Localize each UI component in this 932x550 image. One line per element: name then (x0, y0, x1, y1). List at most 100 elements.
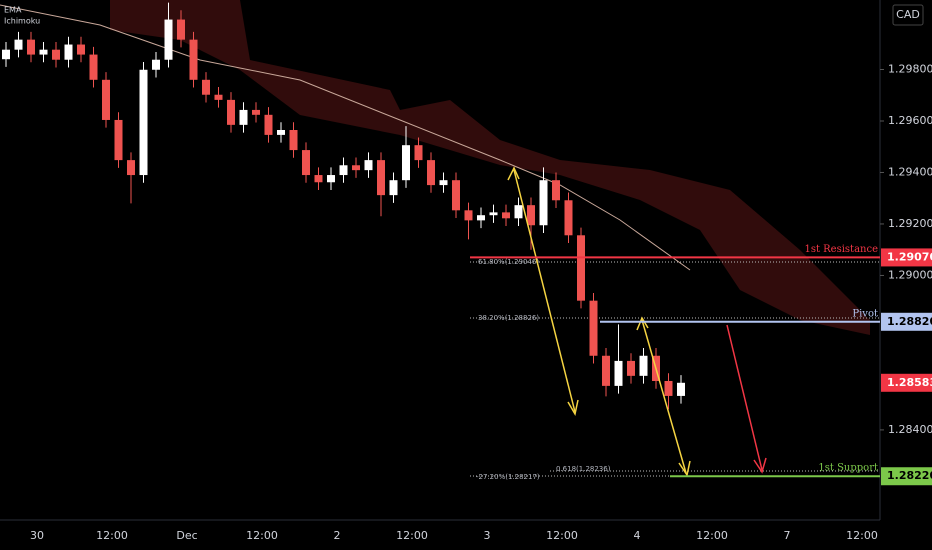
current-price-label: 1.28583 (887, 376, 932, 389)
x-tick-label: 12:00 (696, 529, 728, 542)
candle-body (589, 300, 598, 356)
x-tick-label: Dec (176, 529, 197, 542)
candle-body (452, 180, 460, 211)
candle-body (227, 99, 235, 125)
candle-body (64, 44, 73, 60)
level-name: 1st Support (818, 463, 878, 474)
fib-label: -27.20%(1.28217) (476, 473, 540, 481)
arrows (507, 166, 767, 477)
x-tick-label: 12:00 (546, 529, 578, 542)
candle-body (2, 49, 10, 60)
ema-line (0, 4, 691, 271)
candle-body (189, 39, 198, 80)
arrow-head (636, 316, 649, 331)
candle-body (27, 39, 35, 55)
arrow-head (753, 457, 767, 474)
arrow-head (507, 166, 520, 181)
indicator-label: EMA (4, 6, 22, 15)
candle-body (564, 200, 573, 236)
candle-body (352, 165, 360, 171)
candle-body (252, 109, 260, 115)
arrow (726, 324, 763, 471)
candle-body (364, 160, 373, 171)
candle-body (614, 360, 623, 386)
candle-body (577, 235, 585, 301)
candle-body (514, 205, 523, 219)
candle-body (389, 180, 398, 196)
candle-body (427, 160, 435, 186)
candle-body (339, 165, 348, 176)
candle-body (489, 212, 498, 216)
x-tick-label: 12:00 (396, 529, 428, 542)
y-tick-label: 1.28400 (888, 423, 932, 436)
candle-body (77, 44, 85, 55)
x-tick-label: 12:00 (96, 529, 128, 542)
candle-body (152, 59, 160, 70)
candle-body (602, 355, 610, 386)
arrow (513, 169, 576, 413)
candle-body (439, 180, 448, 186)
candle-body (289, 130, 298, 151)
candle-body (502, 212, 510, 219)
candle-body (664, 380, 673, 396)
candle-body (527, 205, 535, 226)
candle-body (264, 114, 273, 135)
y-tick-label: 1.29200 (888, 217, 932, 230)
candle-body (377, 160, 385, 196)
level-name: 1st Resistance (804, 244, 878, 255)
candle-body (552, 180, 560, 201)
level-price-box (881, 248, 932, 267)
y-tick-label: 1.29000 (888, 268, 932, 281)
candle-body (114, 119, 123, 161)
arrow-head (567, 399, 579, 417)
level-price-label: 1.29070 (887, 250, 932, 263)
indicator-label: Ichimoku (4, 17, 40, 26)
candle-body (539, 180, 548, 226)
level-name: Pivot (852, 308, 878, 319)
current-price-box (881, 373, 932, 392)
candle-body (277, 130, 285, 135)
candle-body (239, 109, 248, 125)
fib-label: 38.20%(1.28826) (478, 314, 539, 322)
candle-body (627, 360, 635, 376)
currency-label[interactable]: CAD (896, 8, 920, 21)
level-price-box (881, 312, 932, 331)
candle-body (177, 19, 185, 40)
x-tick-label: 12:00 (246, 529, 278, 542)
candle-body (127, 160, 135, 176)
arrow (641, 319, 687, 474)
candle-body (414, 145, 423, 161)
candle-body (327, 175, 335, 183)
candle-body (402, 145, 410, 181)
x-tick-label: 30 (30, 529, 44, 542)
x-tick-label: 7 (784, 529, 791, 542)
candle-body (139, 69, 148, 176)
y-tick-label: 1.29600 (888, 114, 932, 127)
candle-body (14, 39, 23, 50)
candle-body (39, 49, 48, 55)
candle-body (677, 382, 685, 396)
arrow-head (678, 460, 691, 477)
currency-box[interactable] (892, 4, 924, 26)
y-tick-label: 1.29800 (888, 63, 932, 76)
candle-body (477, 215, 485, 221)
candle-body (214, 94, 223, 100)
candle-body (52, 49, 60, 60)
x-tick-label: 2 (334, 529, 341, 542)
candle-body (314, 175, 323, 183)
candle-body (464, 210, 473, 221)
fib-label: 0.618(1.28236) (556, 465, 611, 473)
x-tick-label: 4 (634, 529, 641, 542)
level-price-label: 1.28220 (887, 469, 932, 482)
ichimoku-cloud (110, 0, 870, 335)
candle-body (89, 54, 98, 80)
candle-body (639, 355, 648, 376)
y-tick-label: 1.29400 (888, 165, 932, 178)
level-price-box (881, 467, 932, 486)
x-tick-label: 3 (484, 529, 491, 542)
candle-body (102, 79, 110, 120)
candles (2, 2, 685, 410)
candle-body (302, 150, 310, 176)
